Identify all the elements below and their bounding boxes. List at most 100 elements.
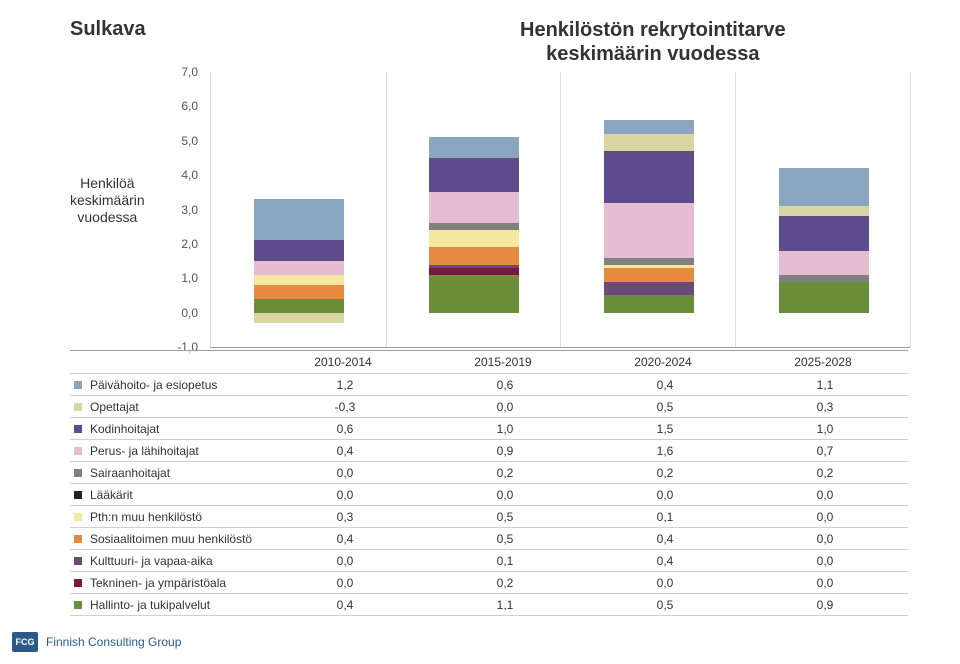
table-cell: 0,0 <box>265 488 425 502</box>
series-marker-cell <box>70 491 88 499</box>
table-row: Kulttuuri- ja vapaa-aika0,00,10,40,0 <box>70 550 908 572</box>
table-cell: 0,2 <box>745 466 905 480</box>
bar-segment <box>604 120 694 134</box>
series-marker <box>74 469 82 477</box>
series-marker <box>74 403 82 411</box>
series-marker <box>74 535 82 543</box>
footer-logo: FCG Finnish Consulting Group <box>12 632 181 652</box>
table-cell: 1,1 <box>745 378 905 392</box>
page-root: Sulkava Henkilöstön rekrytointitarve kes… <box>0 0 960 664</box>
bar-segment <box>779 282 869 313</box>
series-label: Lääkärit <box>88 488 265 502</box>
y-tick-label: 7,0 <box>170 65 198 79</box>
series-marker <box>74 491 82 499</box>
series-marker <box>74 513 82 521</box>
table-cell: 0,5 <box>585 598 745 612</box>
bar-segment <box>779 206 869 216</box>
bar-segment <box>779 168 869 206</box>
series-marker-cell <box>70 557 88 565</box>
chart-area: -1,00,01,02,03,04,05,06,07,0 <box>180 72 920 372</box>
table-cell: 0,4 <box>585 378 745 392</box>
bar-segment <box>429 230 519 247</box>
table-cell: 0,0 <box>425 400 585 414</box>
title-left: Sulkava <box>70 18 146 41</box>
table-row: Pth:n muu henkilöstö0,30,50,10,0 <box>70 506 908 528</box>
bar-segment <box>604 258 694 265</box>
bar-segment <box>429 192 519 223</box>
series-marker-cell <box>70 535 88 543</box>
series-label: Sairaanhoitajat <box>88 466 265 480</box>
series-label: Päivähoito- ja esiopetus <box>88 378 265 392</box>
table-cell: 0,0 <box>585 488 745 502</box>
bar-segment <box>254 199 344 240</box>
y-tick-label: 6,0 <box>170 99 198 113</box>
table-cell: 0,1 <box>425 554 585 568</box>
table-cell: -0,3 <box>265 400 425 414</box>
bar-column <box>254 199 344 312</box>
series-marker-cell <box>70 513 88 521</box>
bar-segment <box>604 268 694 282</box>
series-marker <box>74 579 82 587</box>
table-header-row: 2010-20142015-20192020-20242025-2028 <box>70 351 908 374</box>
bar-segment <box>429 268 519 275</box>
table-header-cell: 2010-2014 <box>263 355 423 369</box>
series-label: Kulttuuri- ja vapaa-aika <box>88 554 265 568</box>
table-cell: 0,0 <box>265 576 425 590</box>
table-cell: 1,6 <box>585 444 745 458</box>
series-label: Perus- ja lähihoitajat <box>88 444 265 458</box>
series-label: Sosiaalitoimen muu henkilöstö <box>88 532 265 546</box>
bar-segment <box>429 158 519 192</box>
bar-column <box>604 120 694 313</box>
series-marker-cell <box>70 601 88 609</box>
series-label: Hallinto- ja tukipalvelut <box>88 598 265 612</box>
bar-segment <box>604 295 694 312</box>
y-tick-label: 0,0 <box>170 306 198 320</box>
series-marker <box>74 381 82 389</box>
bar-segment <box>429 137 519 158</box>
y-tick-label: 4,0 <box>170 168 198 182</box>
y-axis-label: Henkilöä keskimäärin vuodessa <box>70 175 145 225</box>
y-axis-label-1: Henkilöä <box>80 175 134 191</box>
table-cell: 0,5 <box>425 510 585 524</box>
table-cell: 0,0 <box>745 532 905 546</box>
title-right-1: Henkilöstön rekrytointitarve <box>520 19 786 41</box>
table-cell: 0,0 <box>745 510 905 524</box>
bar-segment <box>254 285 344 299</box>
bar-segment <box>779 216 869 250</box>
table-cell: 0,2 <box>425 576 585 590</box>
y-tick-label: 2,0 <box>170 237 198 251</box>
table-cell: 0,0 <box>265 466 425 480</box>
series-marker <box>74 447 82 455</box>
table-cell: 1,2 <box>265 378 425 392</box>
bar-segment <box>254 240 344 261</box>
bar-segment <box>429 275 519 313</box>
table-header-cell: 2025-2028 <box>743 355 903 369</box>
table-cell: 0,5 <box>425 532 585 546</box>
table-cell: 0,5 <box>585 400 745 414</box>
table-cell: 1,0 <box>425 422 585 436</box>
bar-column <box>429 137 519 312</box>
table-row: Lääkärit0,00,00,00,0 <box>70 484 908 506</box>
bar-segment <box>429 223 519 230</box>
series-label: Tekninen- ja ympäristöala <box>88 576 265 590</box>
y-tick-label: 3,0 <box>170 203 198 217</box>
table-cell: 0,6 <box>425 378 585 392</box>
series-marker <box>74 557 82 565</box>
bar-column <box>779 168 869 312</box>
table-cell: 0,3 <box>745 400 905 414</box>
series-marker-cell <box>70 447 88 455</box>
table-row: Opettajat-0,30,00,50,3 <box>70 396 908 418</box>
series-marker <box>74 425 82 433</box>
table-cell: 1,5 <box>585 422 745 436</box>
series-marker-cell <box>70 579 88 587</box>
table-header-cell: 2015-2019 <box>423 355 583 369</box>
table-cell: 0,0 <box>585 576 745 590</box>
title-right-2: keskimäärin vuodessa <box>546 43 759 65</box>
bar-segment <box>604 203 694 258</box>
y-axis-label-2: keskimäärin <box>70 192 145 208</box>
bar-segment <box>254 299 344 313</box>
series-marker <box>74 601 82 609</box>
series-label: Kodinhoitajat <box>88 422 265 436</box>
bar-segment <box>254 261 344 275</box>
series-marker-cell <box>70 425 88 433</box>
